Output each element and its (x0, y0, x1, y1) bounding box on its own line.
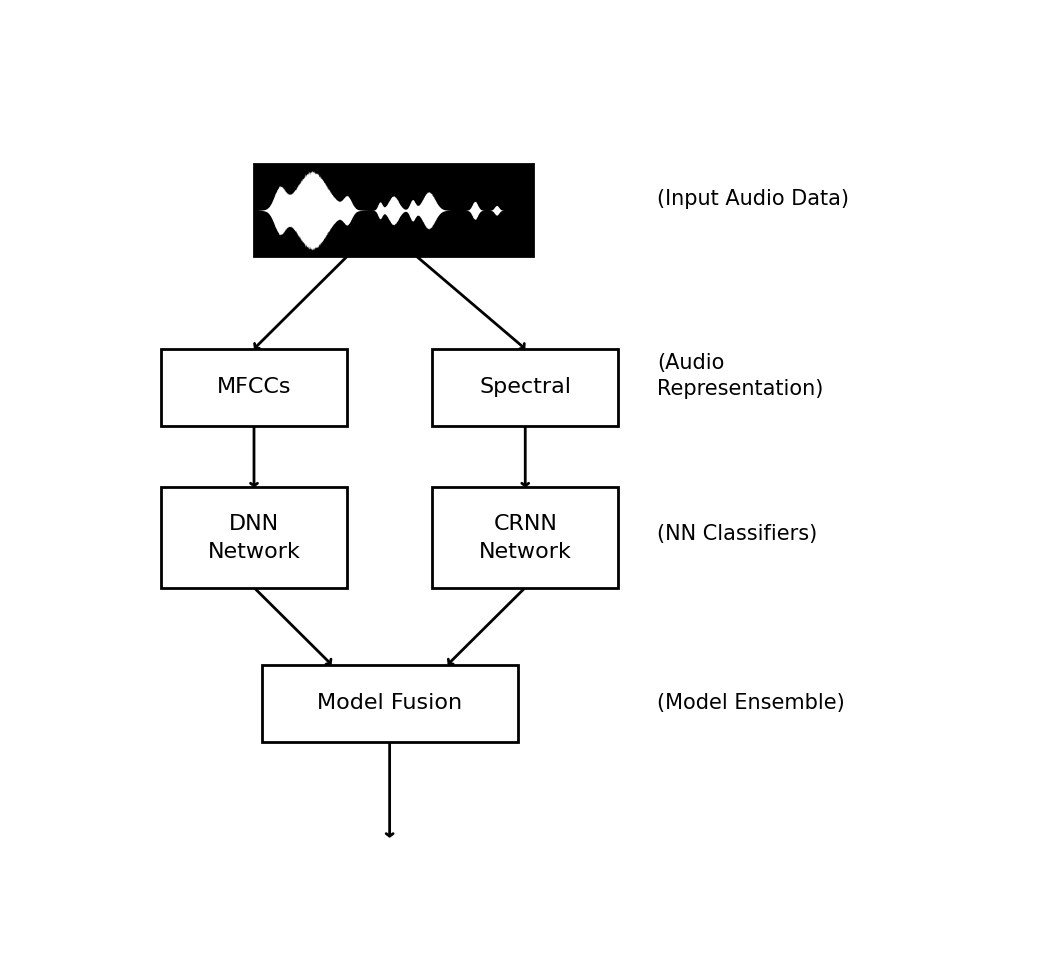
Text: DNN
Network: DNN Network (208, 513, 301, 561)
Bar (262, 664, 518, 742)
Text: (NN Classifiers): (NN Classifiers) (657, 524, 817, 544)
Bar (161, 487, 347, 587)
Bar (433, 349, 618, 426)
Bar (161, 349, 347, 426)
Text: (Model Ensemble): (Model Ensemble) (657, 693, 844, 713)
Text: Model Fusion: Model Fusion (317, 693, 462, 713)
Text: (Input Audio Data): (Input Audio Data) (657, 189, 849, 209)
Bar (433, 487, 618, 587)
Bar (254, 164, 534, 256)
Text: Spectral: Spectral (479, 377, 571, 398)
Text: MFCCs: MFCCs (216, 377, 291, 398)
Text: (Audio
Representation): (Audio Representation) (657, 352, 824, 399)
Text: CRNN
Network: CRNN Network (478, 513, 572, 561)
